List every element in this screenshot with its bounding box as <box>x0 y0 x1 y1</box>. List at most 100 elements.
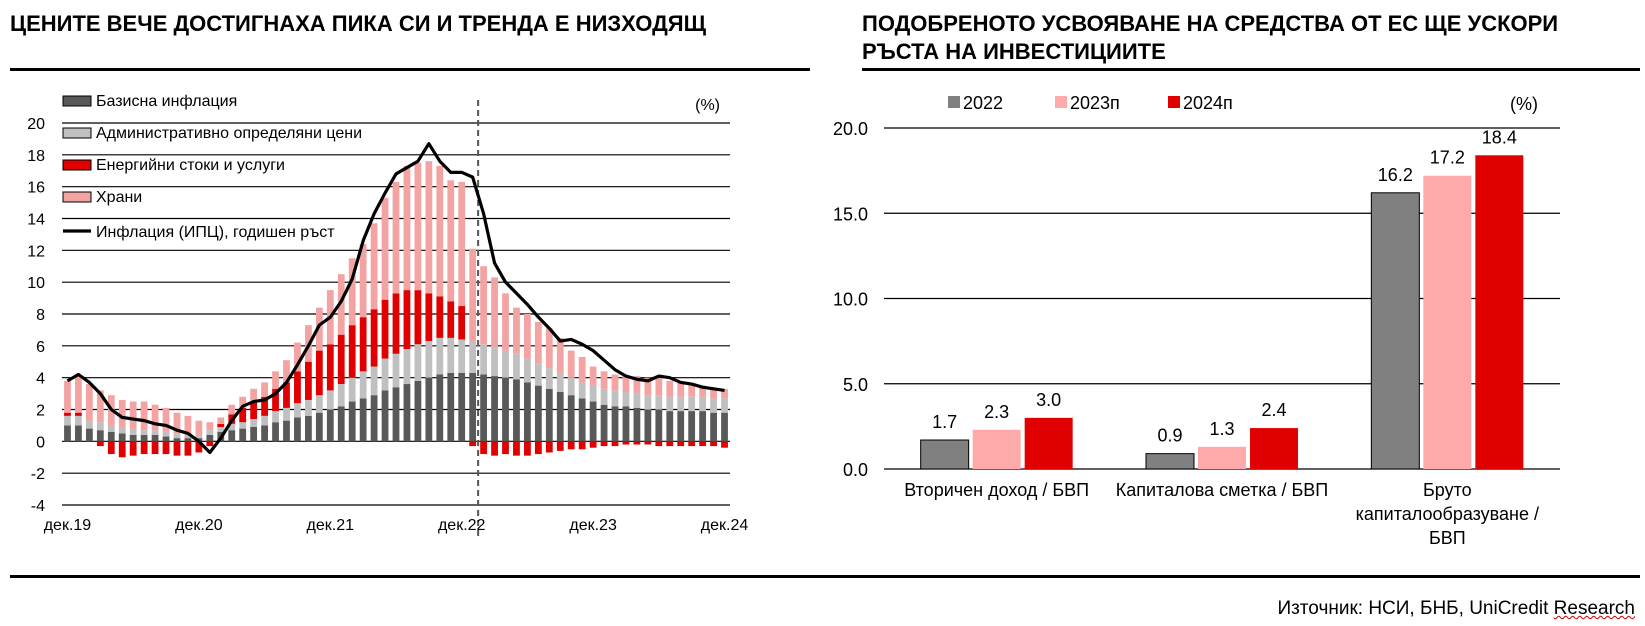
left-bar-segment <box>326 390 334 410</box>
left-bar-segment <box>348 258 356 326</box>
left-bar-segment <box>556 391 564 442</box>
left-bar-segment <box>458 306 466 340</box>
right-bar-value-label: 18.4 <box>1482 127 1517 147</box>
left-bar-segment <box>710 388 717 399</box>
right-bar-value-label: 0.9 <box>1157 426 1182 446</box>
left-bar-segment <box>107 425 115 432</box>
left-bar-segment <box>206 434 214 442</box>
left-bar-segment <box>370 395 378 442</box>
left-bar-segment <box>491 347 498 377</box>
left-bar-segment <box>151 441 159 455</box>
left-bar-segment <box>304 361 312 400</box>
right-bar <box>1250 428 1298 469</box>
left-legend-label: Енергийни стоки и услуги <box>96 157 285 174</box>
left-bar-segment <box>206 422 214 431</box>
left-bar-segment <box>315 395 323 413</box>
left-bar-segment <box>458 372 466 442</box>
left-bar-segment <box>578 382 586 399</box>
left-bar-segment <box>600 371 608 389</box>
left-legend-label: Административно определяни цени <box>96 125 362 142</box>
left-bar-segment <box>392 387 400 442</box>
left-bar-segment <box>633 393 641 408</box>
left-bar-segment <box>567 350 575 378</box>
left-bar-segment <box>534 363 542 386</box>
left-bar-segment <box>611 374 619 391</box>
left-bar-segment <box>173 412 181 434</box>
left-title-rule <box>10 68 810 71</box>
left-bar-segment <box>64 415 71 426</box>
left-bar-segment <box>721 412 728 442</box>
left-legend-swatch <box>62 191 92 203</box>
left-bar-segment <box>370 223 378 310</box>
left-bar-segment <box>556 372 564 392</box>
right-bar-value-label: 17.2 <box>1430 148 1465 168</box>
left-bar-segment <box>151 434 159 442</box>
right-legend-swatch <box>1055 96 1067 108</box>
left-bar-segment <box>381 299 389 359</box>
left-bar-segment <box>425 377 433 442</box>
right-legend-label: 2024п <box>1183 93 1233 113</box>
left-bar-segment <box>337 384 345 407</box>
left-bar-segment <box>118 427 126 434</box>
left-bar-segment <box>326 409 334 442</box>
left-bar-segment <box>480 374 488 442</box>
left-bar-segment <box>600 404 608 442</box>
left-bar-segment <box>228 430 236 442</box>
left-bar-segment <box>206 441 214 447</box>
left-bar-segment <box>567 441 575 450</box>
right-legend-swatch <box>948 96 960 108</box>
left-bar-segment <box>644 377 652 396</box>
left-bar-segment <box>151 430 159 435</box>
left-bar-segment <box>129 441 137 456</box>
left-bar-segment <box>589 401 597 442</box>
left-bar-segment <box>677 382 685 397</box>
left-bar-segment <box>721 441 728 448</box>
right-category-label: Бруто <box>1423 480 1472 500</box>
left-bar-segment <box>239 428 247 442</box>
left-bar-segment <box>294 371 301 404</box>
left-bar-segment <box>491 376 498 442</box>
left-bar-segment <box>622 376 630 392</box>
left-bar-segment <box>173 438 181 442</box>
left-bar-segment <box>556 441 564 451</box>
left-bar-segment <box>677 441 685 447</box>
left-bar-segment <box>699 385 707 397</box>
left-bar-segment <box>710 398 717 413</box>
left-bar-segment <box>611 406 619 442</box>
left-bar-segment <box>261 382 268 397</box>
left-bar-segment <box>480 266 488 345</box>
right-bar <box>1423 175 1472 470</box>
left-bar-segment <box>688 384 696 397</box>
left-bar-segment <box>228 404 236 415</box>
left-bar-segment <box>622 406 630 442</box>
left-bar-segment <box>337 334 345 385</box>
left-bar-segment <box>359 317 367 372</box>
left-bar-segment <box>359 398 367 442</box>
left-y-tick-label: 12 <box>27 243 45 260</box>
left-bar-segment <box>513 379 520 442</box>
left-bar-segment <box>480 441 488 455</box>
left-bar-segment <box>326 344 334 391</box>
left-bar-segment <box>85 384 93 421</box>
left-bar-segment <box>699 411 707 442</box>
left-bar-segment <box>261 396 268 416</box>
left-bar-segment <box>239 422 247 429</box>
left-bar-segment <box>140 430 148 435</box>
left-unit-label: (%) <box>695 97 720 114</box>
left-bar-segment <box>162 431 170 437</box>
right-bar <box>1145 453 1195 470</box>
left-bar-segment <box>392 293 400 354</box>
left-bar-segment <box>414 162 422 291</box>
left-bar-segment <box>359 371 367 399</box>
left-bar-segment <box>239 396 247 408</box>
left-bar-segment <box>545 388 553 442</box>
left-bar-segment <box>589 385 597 402</box>
left-bar-segment <box>578 441 586 450</box>
left-bar-segment <box>184 434 192 439</box>
bottom-rule <box>10 575 1640 578</box>
left-legend-swatch <box>62 95 92 107</box>
left-y-tick-label: 20 <box>27 116 45 133</box>
left-bar-segment <box>348 325 356 378</box>
left-bar-segment <box>545 368 553 389</box>
left-bar-segment <box>315 307 323 351</box>
